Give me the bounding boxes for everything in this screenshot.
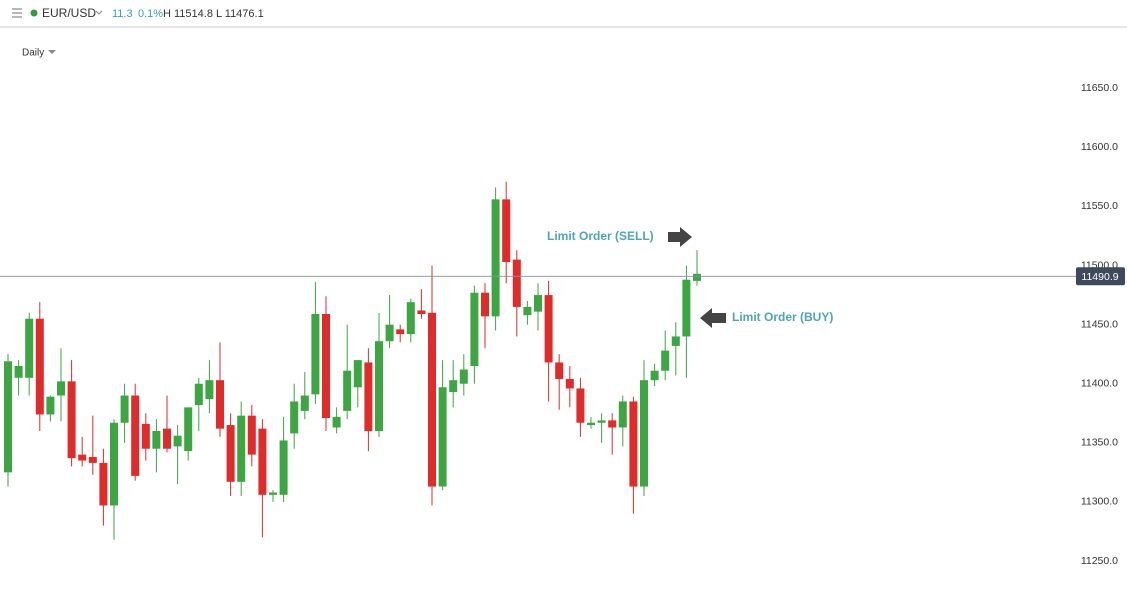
- candle-body: [565, 379, 574, 389]
- candle-body: [470, 292, 479, 366]
- candle-body: [534, 295, 542, 312]
- candle-body: [25, 318, 34, 378]
- candle-body: [14, 366, 23, 378]
- candle-body: [544, 295, 553, 363]
- symbol[interactable]: EUR/USD: [42, 6, 96, 20]
- candle-body: [163, 428, 171, 449]
- y-tick-label: 11450.0: [1081, 318, 1118, 330]
- candle-body: [300, 395, 309, 411]
- y-tick-label: 11600.0: [1081, 141, 1118, 153]
- candle-body: [120, 395, 129, 423]
- change-pct: 0.1%: [138, 8, 163, 20]
- symbol-caret[interactable]: [95, 10, 103, 15]
- candle-body: [290, 401, 299, 434]
- candle-body: [152, 431, 161, 449]
- candle-body: [67, 381, 76, 459]
- candle-body: [618, 401, 627, 428]
- candle-body: [438, 387, 447, 487]
- interval-caret[interactable]: [48, 50, 56, 54]
- y-tick-label: 11300.0: [1081, 496, 1118, 508]
- candle-body: [99, 462, 108, 506]
- candle-body: [216, 380, 224, 429]
- session-low: L 11476.1: [216, 8, 264, 20]
- candle-body: [491, 199, 500, 317]
- candle-body: [57, 381, 65, 396]
- y-tick-label: 11250.0: [1081, 555, 1118, 567]
- status-dot: [30, 9, 38, 17]
- candle-body: [597, 420, 606, 423]
- candle-body: [4, 361, 12, 473]
- candle-body: [258, 428, 267, 495]
- candle-body: [428, 312, 436, 487]
- candle-body: [184, 407, 193, 452]
- candle-body: [226, 425, 235, 482]
- candle-body: [682, 279, 691, 337]
- candle-body: [141, 423, 150, 449]
- candle-body: [78, 454, 87, 461]
- candle-body: [237, 415, 246, 482]
- candle-body: [449, 380, 458, 392]
- candle-body: [385, 324, 394, 342]
- candle-body: [608, 420, 617, 428]
- sell-annotation: Limit Order (SELL): [547, 229, 654, 243]
- candle-body: [587, 422, 595, 426]
- candle-body: [502, 199, 511, 262]
- candle-body: [247, 415, 256, 455]
- candle-body: [343, 370, 352, 411]
- candle-body: [110, 422, 118, 506]
- sell-arrow: [668, 227, 692, 247]
- session-high: H 11514.8: [163, 8, 213, 20]
- candle-body: [46, 396, 55, 415]
- candle-body: [396, 329, 405, 335]
- candle-body: [629, 401, 638, 487]
- y-tick-label: 11650.0: [1081, 82, 1118, 94]
- last-price-label: 11490.9: [1081, 271, 1118, 283]
- candle-body: [417, 310, 426, 314]
- candle-body: [523, 306, 532, 316]
- candle-body: [650, 370, 659, 381]
- candle-body: [512, 259, 521, 307]
- candle-body: [322, 314, 330, 418]
- candle-body: [332, 416, 341, 428]
- candle-body: [131, 395, 140, 476]
- y-tick-label: 11350.0: [1081, 437, 1118, 449]
- candle-body: [35, 318, 44, 415]
- candle-body: [576, 388, 585, 423]
- buy-annotation: Limit Order (BUY): [732, 310, 833, 324]
- candle-body: [279, 440, 288, 495]
- candle-body: [353, 360, 362, 388]
- candle-body: [406, 302, 415, 335]
- y-tick-label: 11400.0: [1081, 378, 1118, 390]
- candle-body: [173, 435, 182, 447]
- candle-body: [269, 492, 277, 495]
- candle-body: [555, 362, 564, 379]
- candle-body: [481, 292, 489, 317]
- candle-body: [459, 369, 468, 384]
- candle-body: [205, 380, 214, 400]
- candle-body: [194, 383, 203, 405]
- last-price-box: [1076, 267, 1125, 286]
- candle-body: [693, 273, 701, 281]
- y-tick-label: 11550.0: [1081, 200, 1118, 212]
- candle-body: [375, 341, 383, 431]
- candle-body: [88, 457, 97, 463]
- interval[interactable]: Daily: [22, 48, 44, 59]
- candle-body: [661, 350, 670, 371]
- candle-body: [640, 380, 648, 487]
- change: 11.3: [112, 8, 133, 20]
- candle-body: [364, 362, 373, 431]
- buy-arrow: [700, 308, 726, 328]
- candle-body: [671, 336, 680, 346]
- candle-body: [311, 314, 320, 395]
- menu-icon[interactable]: [12, 8, 22, 18]
